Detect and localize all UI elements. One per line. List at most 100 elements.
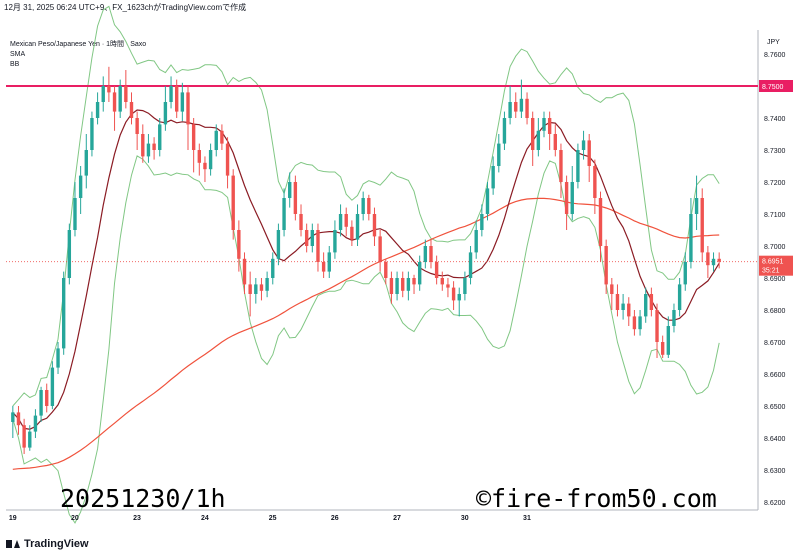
candle [220,124,224,150]
candle-body [598,198,603,246]
candle-body [615,294,620,310]
candle-body [717,258,721,262]
x-tick-label: 23 [133,515,141,522]
candle-body [78,175,83,198]
candle-body [446,284,450,288]
candle-body [45,390,49,406]
candle [451,281,456,310]
candle [395,271,399,301]
y-tick-label: 8.6800 [764,308,786,315]
candle-body [16,412,21,426]
legend-bb[interactable]: BB [10,61,20,68]
candle-body [271,258,275,278]
candle-body [581,140,586,150]
candle [254,278,258,304]
candle-body [655,310,659,342]
candles [11,66,721,454]
candle [350,220,354,246]
candle [644,287,648,323]
candle-body [367,198,371,214]
candle [559,143,563,198]
candle [655,303,659,358]
candle-body [333,230,337,253]
watermark-site: ©fire-from50.com [476,484,717,513]
candle-body [677,284,682,310]
candle-body [457,294,461,301]
candle-body [389,278,394,294]
candle [90,111,94,157]
candle-body [406,278,411,291]
y-tick-label: 8.6700 [764,340,786,347]
candle-body [248,284,252,294]
x-tick-label: 26 [331,515,339,522]
candle-body [254,284,258,294]
candle [158,118,162,157]
last-price-text: 8.6951 [762,259,784,266]
candle [310,223,315,253]
candle-body [480,214,484,230]
candle [598,191,603,262]
candle [304,223,309,253]
candle-body [401,278,405,291]
candle [508,86,512,125]
candle-body [146,143,151,157]
candle [101,76,105,112]
candle-body [508,102,512,118]
candle-body [564,182,569,214]
candle [78,166,83,214]
candle-body [429,246,433,262]
candle-body [378,236,382,262]
candle [468,246,473,285]
candle [632,310,637,336]
candle-body [361,198,365,214]
candle [288,172,292,208]
candle-body [604,246,608,285]
candle-body [33,415,38,432]
candle-body [231,175,235,230]
candle-body [576,150,580,182]
legend-sma[interactable]: SMA [10,51,26,58]
candle-body [706,252,710,266]
candle-body [649,294,654,310]
candle [666,316,671,358]
y-tick-label: 8.7100 [764,212,786,219]
candle-body [118,86,122,112]
candle [248,271,252,317]
candle-body [203,162,207,170]
candle-body [67,230,72,278]
candle [672,303,676,333]
x-tick-label: 30 [461,515,469,522]
candle-body [237,230,241,259]
candle [344,207,348,237]
candle-body [395,278,399,294]
candle [39,386,43,422]
candle [95,92,100,125]
candle [417,255,422,291]
candle [186,86,190,150]
candle [372,207,377,246]
candle-body [186,92,190,125]
candle [384,258,388,285]
candle [627,297,631,326]
candle [463,271,467,301]
candle-body [542,118,546,131]
candle [282,188,286,237]
candle [112,86,117,131]
x-tick-label: 31 [523,515,531,522]
candle-body [28,431,32,448]
candle [519,79,524,118]
candle [175,79,179,118]
last-price-tag: 8.6951 35:21 [759,255,793,276]
tradingview-logo[interactable]: TradingView [6,538,89,550]
candle [485,182,490,221]
resistance-tag: 8.7500 [759,80,793,92]
price-axis: 8.7600 8.7500 8.7400 8.7300 8.7200 8.7100 8.70… [764,52,786,507]
y-tick-label: 8.6200 [764,500,786,507]
y-tick-label: 8.7400 [764,116,786,123]
candle-body [299,214,303,230]
chart-header: 12月 31, 2025 06:24 UTC+9、FX_1623chがTradi… [4,3,247,12]
y-tick-label: 8.6600 [764,372,786,379]
legend-symbol[interactable]: Mexican Peso/Japanese Yen · 1時間 · Saxo [10,41,147,48]
candle-body [293,182,298,214]
